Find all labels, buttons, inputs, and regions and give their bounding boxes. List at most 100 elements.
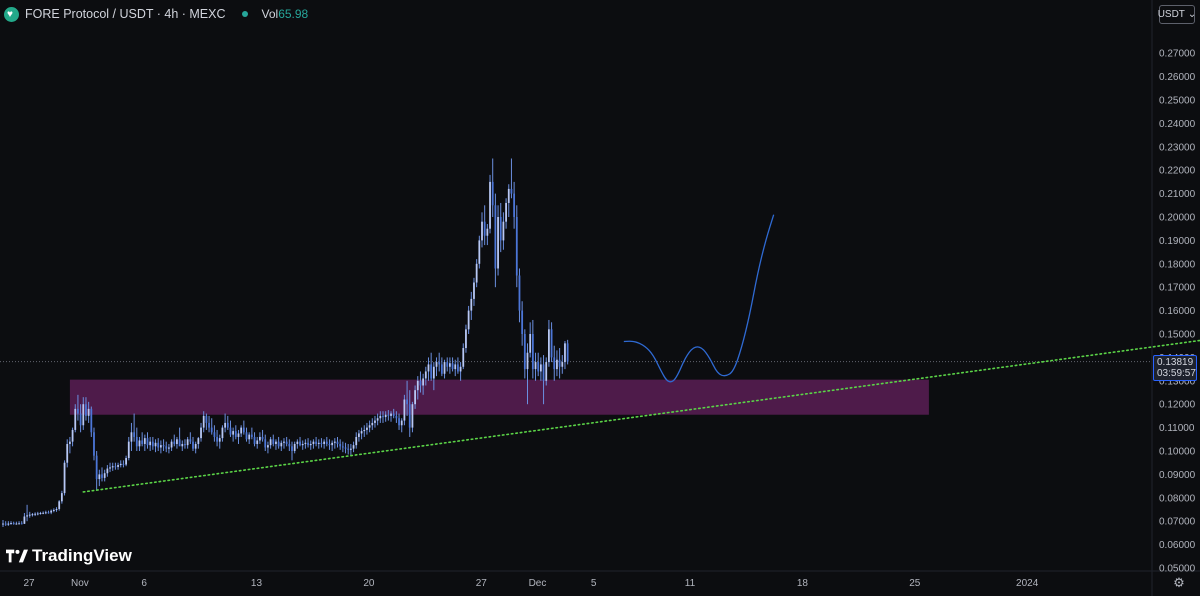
candle xyxy=(307,438,309,448)
candle-body xyxy=(336,441,339,444)
projection-path[interactable] xyxy=(623,214,775,383)
candle xyxy=(202,411,205,433)
candle-body xyxy=(307,442,309,446)
candle xyxy=(127,436,130,461)
candle xyxy=(71,427,74,447)
candle-body xyxy=(74,408,77,430)
tradingview-watermark[interactable]: TradingView xyxy=(6,546,132,566)
candle-body xyxy=(18,523,20,525)
candle-body xyxy=(352,445,355,449)
candle-body xyxy=(390,413,392,416)
candle-body xyxy=(229,427,232,435)
x-tick-label: 18 xyxy=(797,578,809,589)
candle-body xyxy=(176,439,178,444)
candle-body xyxy=(502,221,505,241)
candle xyxy=(344,442,347,454)
support-zone[interactable] xyxy=(69,379,929,415)
candle-body xyxy=(553,357,556,370)
candle xyxy=(438,352,441,372)
gear-icon[interactable]: ⚙ xyxy=(1173,575,1185,590)
candle xyxy=(366,422,368,435)
candle xyxy=(556,350,558,377)
candle xyxy=(515,205,518,288)
currency-button[interactable]: USDT ⌄ xyxy=(1158,5,1196,24)
candle-body xyxy=(117,465,119,467)
candle xyxy=(135,427,138,451)
candle xyxy=(119,460,122,468)
candle xyxy=(422,373,425,395)
candle xyxy=(141,432,144,447)
candle-body xyxy=(400,420,403,426)
candle xyxy=(15,521,18,525)
candle-body xyxy=(355,436,358,446)
candle xyxy=(435,357,438,377)
candle-body xyxy=(213,432,216,437)
candle-body xyxy=(23,516,26,524)
candle-body xyxy=(432,366,435,379)
candle-body xyxy=(465,329,467,349)
candle-body xyxy=(261,436,264,440)
candle-body xyxy=(7,523,10,525)
bar-countdown: 03:59:57 xyxy=(1157,367,1196,379)
candle-body xyxy=(275,441,277,444)
candle xyxy=(218,434,221,449)
candle-body xyxy=(371,422,374,426)
candle xyxy=(317,439,320,449)
y-tick-label: 0.23000 xyxy=(1159,142,1196,153)
x-tick-label: 13 xyxy=(251,578,263,589)
candle-body xyxy=(218,438,221,442)
candle-body xyxy=(288,443,291,447)
candle xyxy=(339,439,342,450)
candle-body xyxy=(566,343,569,362)
candle xyxy=(448,357,451,374)
candle-body xyxy=(119,463,122,466)
candle xyxy=(157,438,160,451)
candle-body xyxy=(77,408,79,414)
candle-body xyxy=(154,442,157,447)
candle xyxy=(47,510,50,514)
y-tick-label: 0.17000 xyxy=(1159,283,1196,294)
candle xyxy=(275,439,277,450)
symbol-title[interactable]: FORE Protocol / USDT · 4h · MEXC xyxy=(25,7,226,21)
candle xyxy=(534,352,537,381)
current-price-label: 0.13819 03:59:57 xyxy=(1153,354,1197,381)
candle-body xyxy=(309,443,312,446)
candle xyxy=(315,436,317,447)
candle xyxy=(146,432,149,449)
x-tick-label: 20 xyxy=(363,578,375,589)
candle-body xyxy=(301,443,304,446)
candle xyxy=(256,436,259,449)
candle xyxy=(20,521,23,525)
candle-body xyxy=(435,362,438,367)
candle xyxy=(125,455,127,467)
candle xyxy=(558,348,561,379)
candle-body xyxy=(411,404,414,428)
x-tick-label: 6 xyxy=(141,578,147,589)
candle xyxy=(66,439,69,468)
candle-body xyxy=(382,415,384,418)
candle-body xyxy=(285,441,288,444)
candle xyxy=(475,259,478,288)
candle-body xyxy=(125,458,127,465)
candle-body xyxy=(197,438,200,444)
candle xyxy=(531,319,534,379)
candle xyxy=(42,511,45,515)
candle xyxy=(200,422,202,442)
candle-body xyxy=(178,439,181,447)
candle-body xyxy=(403,399,406,421)
candle-body xyxy=(122,463,125,465)
candle xyxy=(564,341,566,370)
support-trendline[interactable] xyxy=(82,339,1200,493)
candle xyxy=(130,422,133,451)
candle xyxy=(387,410,390,421)
candle-body xyxy=(358,433,360,437)
candle-body xyxy=(267,445,269,448)
candle xyxy=(261,429,264,442)
candle xyxy=(216,429,218,447)
candle-body xyxy=(473,282,475,299)
candle xyxy=(106,465,109,477)
candle-body xyxy=(133,432,136,437)
candle xyxy=(545,357,548,386)
candle xyxy=(432,362,435,391)
